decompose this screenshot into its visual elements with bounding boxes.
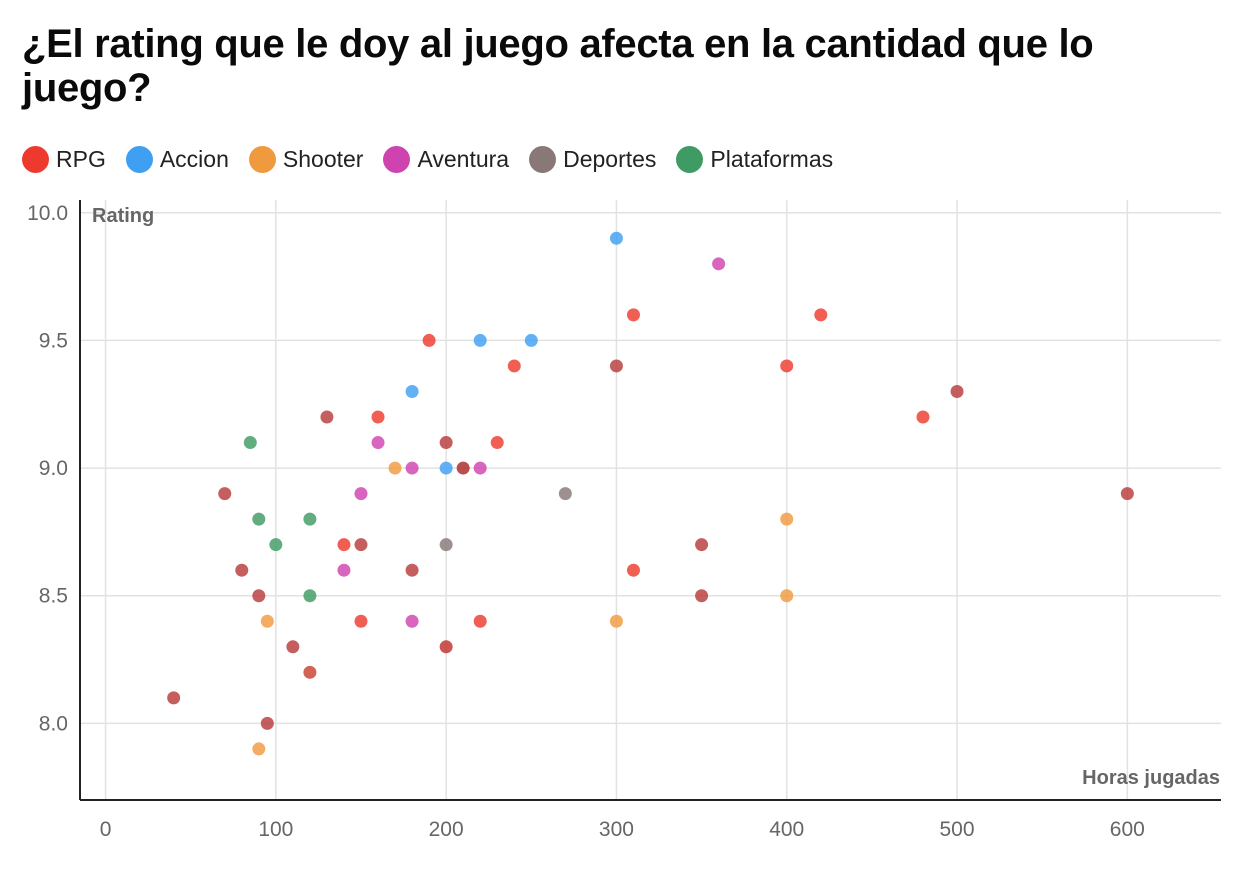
data-point	[388, 461, 402, 475]
data-point	[422, 333, 436, 347]
legend-label: Shooter	[282, 146, 364, 172]
data-point	[780, 589, 794, 603]
data-point	[780, 359, 794, 373]
data-point	[252, 512, 266, 526]
data-point	[337, 563, 351, 577]
data-point	[252, 589, 266, 603]
data-point	[439, 436, 453, 450]
data-point	[252, 742, 266, 756]
data-point	[320, 410, 334, 424]
legend-swatch	[383, 146, 411, 173]
data-point	[405, 461, 419, 475]
data-point	[269, 538, 283, 552]
legend-label: RPG	[56, 146, 106, 172]
data-point	[371, 436, 385, 450]
data-point	[916, 410, 930, 424]
legend-label: Deportes	[563, 146, 657, 172]
chart-title: ¿El rating que le doy al juego afecta en…	[22, 22, 1094, 110]
data-point	[626, 308, 640, 322]
x-tick-label: 400	[769, 818, 804, 841]
data-point	[260, 614, 274, 628]
data-point	[507, 359, 521, 373]
data-point	[439, 461, 453, 475]
y-axis-title: Rating	[92, 205, 154, 227]
legend-label: Accion	[159, 146, 229, 172]
y-tick-label: 10.0	[27, 202, 68, 225]
x-tick-label: 500	[940, 818, 975, 841]
legend-swatch	[248, 146, 276, 173]
data-point	[473, 461, 487, 475]
legend-item-shooter: Shooter	[248, 146, 364, 173]
data-point	[405, 614, 419, 628]
data-point	[354, 487, 368, 501]
data-point	[243, 436, 257, 450]
legend-swatch	[125, 146, 153, 173]
legend-item-accion: Accion	[125, 146, 229, 173]
data-point	[405, 384, 419, 398]
data-point	[260, 716, 274, 730]
y-tick-label: 8.0	[39, 712, 68, 735]
x-axis-title: Horas jugadas	[1082, 767, 1220, 789]
y-tick-label: 9.5	[39, 329, 68, 352]
x-tick-label: 600	[1110, 818, 1145, 841]
data-point	[490, 436, 504, 450]
legend-swatch	[676, 146, 704, 173]
legend-item-deportes: Deportes	[529, 146, 656, 173]
legend-label: Plataformas	[710, 146, 834, 172]
legend-item-aventura: Aventura	[383, 146, 509, 173]
data-point	[609, 614, 623, 628]
legend-item-rpg: RPG	[22, 146, 106, 173]
data-point	[695, 538, 709, 552]
data-point	[1120, 487, 1134, 501]
x-tick-label: 0	[100, 818, 112, 841]
data-point	[167, 691, 181, 705]
data-point	[371, 410, 385, 424]
data-point	[303, 589, 317, 603]
data-point	[609, 231, 623, 245]
legend-item-plataformas: Plataformas	[676, 146, 833, 173]
data-point	[405, 563, 419, 577]
x-tick-label: 200	[429, 818, 464, 841]
data-point	[814, 308, 828, 322]
x-tick-label: 300	[599, 818, 634, 841]
data-point	[439, 538, 453, 552]
data-point	[439, 640, 453, 654]
data-point	[695, 589, 709, 603]
data-point	[473, 614, 487, 628]
data-point	[337, 538, 351, 552]
data-point	[303, 512, 317, 526]
data-point	[218, 487, 232, 501]
y-tick-label: 9.0	[39, 457, 68, 480]
data-point	[456, 461, 470, 475]
legend-swatch	[22, 146, 49, 173]
legend-swatch	[529, 146, 557, 173]
data-point	[558, 487, 572, 501]
data-point	[609, 359, 623, 373]
data-point	[626, 563, 640, 577]
y-tick-label: 8.5	[39, 585, 68, 608]
data-point	[473, 333, 487, 347]
data-point	[780, 512, 794, 526]
data-point	[235, 563, 249, 577]
data-point	[524, 333, 538, 347]
legend: RPG Accion Shooter Aventura Deportes Platafor…	[22, 146, 853, 173]
data-point	[354, 538, 368, 552]
data-point	[950, 384, 964, 398]
data-point	[303, 665, 317, 679]
data-point	[286, 640, 300, 654]
data-point	[712, 257, 726, 271]
x-tick-label: 100	[258, 818, 293, 841]
legend-label: Aventura	[417, 146, 510, 172]
data-point	[354, 614, 368, 628]
